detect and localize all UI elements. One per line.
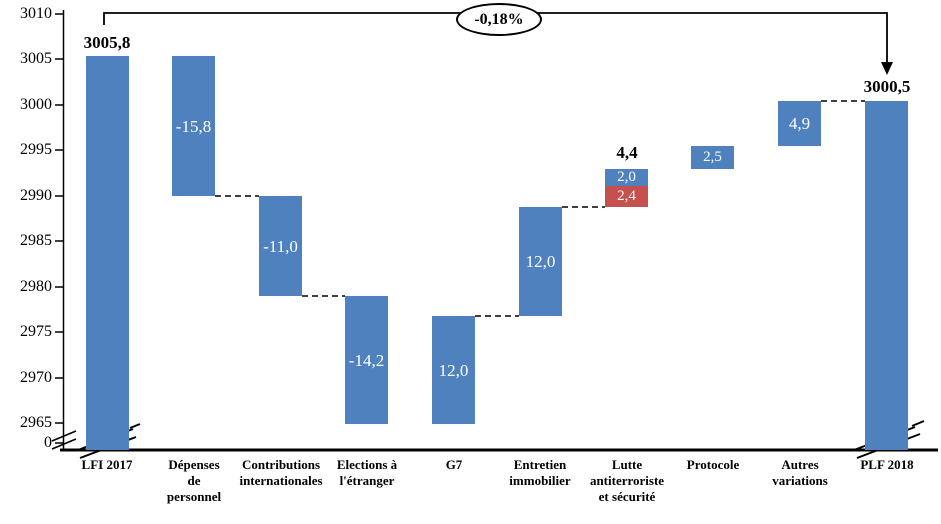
category-label-lfi-2017: LFI 2017 [81, 457, 133, 472]
y-tick-3010: 3010 [20, 5, 52, 22]
annotation-text: -0,18% [474, 10, 524, 28]
bar-lutte-segment-red: 2,4 [605, 186, 648, 207]
bar-value-label: 12,0 [525, 252, 556, 271]
bar-value-label: -15,8 [175, 116, 212, 136]
bar-elections-etranger: -14,2 [345, 296, 388, 424]
bar-value-label: -14,2 [348, 350, 385, 370]
category-label-elections: Elections à l'étranger [336, 457, 398, 488]
y-tick-2985: 2985 [20, 232, 52, 249]
bar-value-label: 2,0 [617, 169, 636, 185]
bar-contributions-internationales: -11,0 [259, 196, 302, 296]
category-label-g7: G7 [445, 457, 463, 472]
y-tick-2980: 2980 [20, 278, 52, 295]
y-tick-2965: 2965 [20, 414, 52, 431]
category-label-lutte: Lutte antiterroriste et sécurité [589, 457, 665, 504]
y-axis-ticks [55, 13, 63, 444]
category-label-contributions: Contributions internationales [239, 457, 323, 488]
category-label-entretien: Entretien immobilier [509, 457, 571, 488]
axis-break-left [51, 430, 77, 442]
axis-break-marks [51, 430, 77, 450]
annotation-oval: -0,18% [456, 3, 542, 36]
category-label-protocole: Protocole [686, 457, 740, 472]
y-tick-2975: 2975 [20, 323, 52, 340]
bar-value-label: 4,9 [788, 114, 811, 133]
y-tick-3005: 3005 [20, 50, 52, 67]
bar-depenses-personnel: -15,8 [172, 56, 215, 196]
bar-value-label: 12,0 [438, 360, 469, 380]
category-label-plf-2018: PLF 2018 [860, 457, 914, 472]
value-label-plf-2018: 3000,5 [863, 77, 911, 96]
bar-plf-2018 [865, 101, 908, 450]
bar-lutte-segment-blue: 2,0 [605, 169, 648, 186]
bar-value-label: -11,0 [263, 236, 298, 256]
y-tick-2990: 2990 [20, 187, 52, 204]
dashed-connectors [215, 100, 865, 317]
bar-protocole: 2,5 [691, 146, 734, 169]
arrow-down-icon [881, 62, 893, 75]
value-label-lutte-total: 4,4 [616, 143, 638, 162]
bar-lfi-2017 [86, 56, 129, 450]
y-tick-0: 0 [44, 434, 52, 451]
value-label-lfi-2017: 3005,8 [83, 33, 131, 52]
bar-value-label: 2,4 [617, 188, 636, 204]
category-label-autres: Autres variations [772, 457, 828, 488]
bar-g7: 12,0 [432, 316, 475, 424]
y-tick-2970: 2970 [20, 369, 52, 386]
y-tick-3000: 3000 [20, 96, 52, 113]
y-tick-2995: 2995 [20, 141, 52, 158]
category-label-depenses-personnel: Dépenses de personnel [166, 457, 222, 504]
bar-entretien-immobilier: 12,0 [519, 207, 562, 316]
bar-value-label: 2,5 [703, 149, 722, 165]
bar-autres-variations: 4,9 [778, 101, 821, 146]
